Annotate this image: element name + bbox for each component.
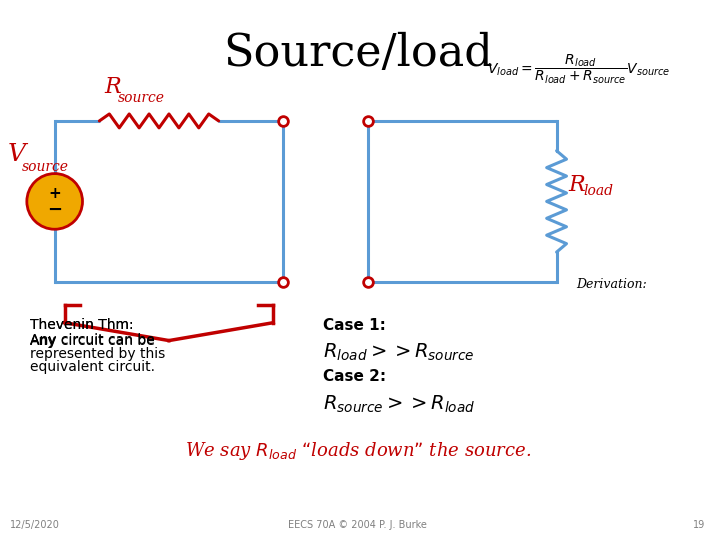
Text: Case 2:: Case 2: [323,369,386,384]
Text: 19: 19 [693,521,706,530]
Text: equivalent circuit.: equivalent circuit. [30,360,155,374]
Text: Any circuit can be: Any circuit can be [30,334,155,348]
Text: 12/5/2020: 12/5/2020 [10,521,60,530]
Text: We say $R_{load}$ “loads down” the source.: We say $R_{load}$ “loads down” the sourc… [184,440,531,462]
Text: R: R [569,173,585,195]
Text: $V_{load} = \dfrac{R_{load}}{R_{load} + R_{source}}V_{source}$: $V_{load} = \dfrac{R_{load}}{R_{load} + … [487,53,670,86]
Text: Thevenin Thm:: Thevenin Thm: [30,318,133,332]
Text: EECS 70A © 2004 P. J. Burke: EECS 70A © 2004 P. J. Burke [289,521,427,530]
Text: $R_{source} >> R_{load}$: $R_{source} >> R_{load}$ [323,393,475,415]
Text: Any: Any [30,334,56,348]
Text: V: V [8,143,26,166]
Text: −: − [47,201,62,219]
Text: represented by this: represented by this [30,347,165,361]
Text: load: load [583,185,613,199]
Text: $R_{load} >> R_{source}$: $R_{load} >> R_{source}$ [323,342,474,363]
Text: source: source [22,160,69,173]
Text: Case 1:: Case 1: [323,318,386,333]
Text: Any circuit can be: Any circuit can be [30,333,155,347]
Text: Source/load: Source/load [223,31,492,75]
Text: Derivation:: Derivation: [577,278,647,291]
Text: R: R [104,76,121,98]
Text: +: + [48,186,61,201]
Circle shape [27,173,83,230]
Text: source: source [118,91,166,105]
Text: Thevenin Thm:: Thevenin Thm: [30,318,133,332]
